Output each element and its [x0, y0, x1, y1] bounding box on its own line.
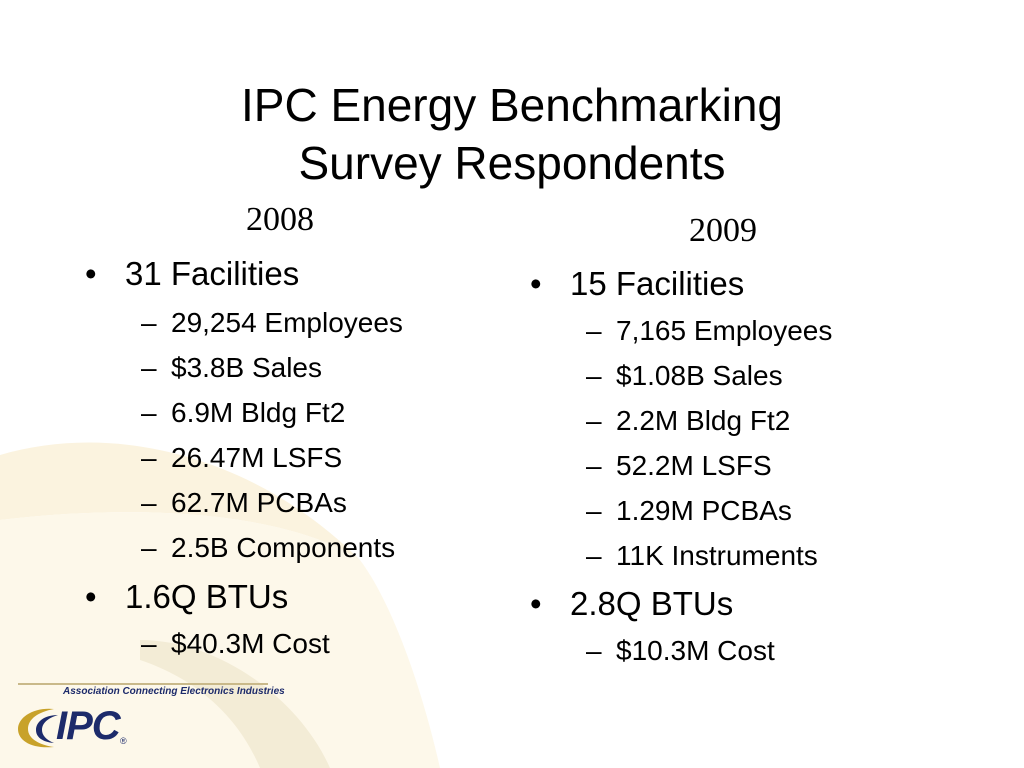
- year-2008-heading: 2008: [246, 201, 314, 238]
- year-2009-heading: 2009: [689, 212, 757, 249]
- list-2009-details: –7,165 Employees – $1.08B Sales –2.2M Bld…: [586, 315, 833, 572]
- bullet-2008-facilities: • 31 Facilities: [85, 255, 300, 292]
- bullet-2009-btus: • 2.8Q BTUs: [530, 585, 734, 622]
- list-item: – $10.3M Cost: [586, 635, 775, 666]
- ipc-logo-text: IPC: [56, 704, 121, 748]
- list-item: – $1.08B Sales: [586, 360, 783, 391]
- list-item: –26.47M LSFS: [141, 442, 343, 473]
- list-item: –2.2M Bldg Ft2: [586, 405, 791, 436]
- bullet-marker: •: [530, 585, 542, 622]
- list-item: – $40.3M Cost: [141, 628, 330, 659]
- list-item: –6.9M Bldg Ft2: [141, 397, 346, 428]
- footer-tagline: Association Connecting Electronics Indus…: [63, 686, 285, 697]
- bullet-marker: •: [85, 255, 97, 292]
- list-item: – $3.8B Sales: [141, 352, 322, 383]
- registered-mark: ®: [120, 736, 127, 746]
- bullet-2008-btus: • 1.6Q BTUs: [85, 578, 289, 615]
- slide-title: IPC Energy Benchmarking Survey Responden…: [0, 76, 1024, 192]
- list-2008-details: –29,254 Employees – $3.8B Sales –6.9M Bld…: [141, 307, 403, 564]
- list-item: –11K Instruments: [586, 540, 818, 571]
- list-item: –1.29M PCBAs: [586, 495, 792, 526]
- column-2009: • 15 Facilities –7,165 Employees – $1.08B…: [530, 265, 833, 667]
- ipc-logo-icon: [18, 708, 58, 748]
- column-2008: • 31 Facilities –29,254 Employees – $3.8B…: [85, 255, 403, 660]
- footer-divider: [18, 683, 268, 685]
- title-line-2: Survey Respondents: [298, 137, 726, 189]
- bullet-2009-facilities: • 15 Facilities: [530, 265, 745, 302]
- list-item: –7,165 Employees: [586, 315, 833, 346]
- list-item: –62.7M PCBAs: [141, 487, 347, 518]
- list-item: –29,254 Employees: [141, 307, 403, 338]
- list-item: –2.5B Components: [141, 532, 396, 563]
- bullet-marker: •: [530, 265, 542, 302]
- title-line-1: IPC Energy Benchmarking: [240, 79, 784, 131]
- bullet-marker: •: [85, 578, 97, 615]
- list-item: –52.2M LSFS: [586, 450, 772, 481]
